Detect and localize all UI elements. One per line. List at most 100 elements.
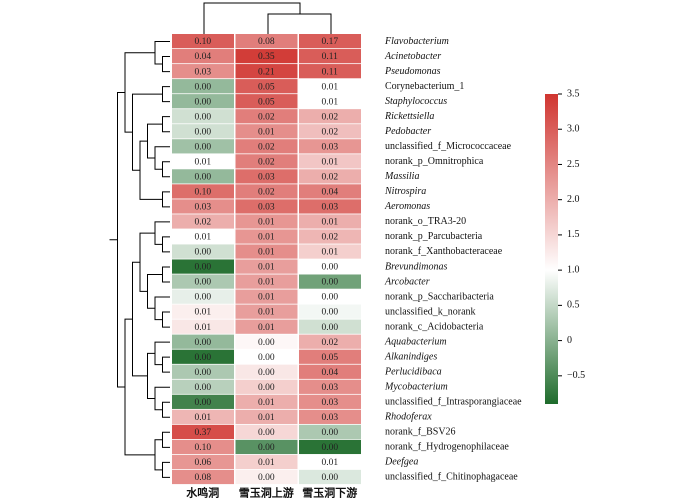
heat-cell: [172, 259, 234, 274]
heat-cell: [172, 169, 234, 184]
row-label: Staphylococcus: [385, 96, 447, 107]
cell-label: 0.01: [258, 278, 275, 288]
cell-label: 0.02: [258, 112, 275, 122]
cell-label: 0.01: [258, 248, 275, 258]
cell-label: 0.03: [194, 67, 211, 77]
heat-cell: [299, 199, 361, 214]
heat-cell: [172, 214, 234, 229]
heat-cell: [235, 469, 298, 485]
heat-cell: [235, 334, 298, 349]
heat-cell: [172, 424, 234, 440]
heat-cell: [235, 454, 298, 470]
heat-cell: [299, 439, 361, 455]
heat-cell: [299, 64, 361, 79]
cell-label: 0.00: [321, 278, 338, 288]
cell-label: 0.03: [258, 172, 275, 182]
cell-label: 0.03: [321, 142, 338, 152]
heat-cell: [172, 304, 234, 319]
cell-label: 0.02: [321, 127, 338, 137]
cell-label: 0.00: [321, 323, 338, 333]
heat-cell: [172, 79, 234, 94]
row-label: Mycobacterium: [384, 382, 448, 393]
cell-label: 0.01: [258, 398, 275, 408]
heat-cell: [235, 259, 298, 274]
cell-label: 0.17: [321, 37, 338, 47]
cell-label: 0.06: [194, 458, 211, 468]
colorbar-tick-label: 3.5: [567, 88, 580, 99]
cell-label: 0.11: [322, 52, 339, 62]
heat-cell: [172, 439, 234, 455]
heat-cell: [172, 334, 234, 349]
cell-label: 0.00: [194, 82, 211, 92]
row-label: Aquabacterium: [384, 336, 447, 347]
heat-cell: [299, 184, 361, 199]
heat-cell: [299, 109, 361, 124]
heat-cell: [299, 319, 361, 334]
row-label: norank_f_Hydrogenophilaceae: [385, 442, 509, 453]
heat-cell: [235, 64, 298, 79]
cell-label: 0.01: [321, 82, 338, 92]
cell-label: 0.01: [194, 413, 211, 423]
row-label: Nitrospira: [384, 186, 426, 197]
heat-cell: [172, 244, 234, 259]
cell-label: 0.37: [194, 428, 211, 438]
row-label: Flavobacterium: [384, 36, 449, 47]
cell-label: 0.01: [258, 413, 275, 423]
cell-label: 0.02: [258, 188, 275, 198]
heat-cell: [299, 379, 361, 394]
column-dendrogram: [203, 2, 332, 34]
heat-cell: [299, 139, 361, 154]
cell-label: 0.21: [258, 67, 275, 77]
row-label: Brevundimonas: [385, 261, 448, 272]
colorbar-tick-label: −0.5: [567, 370, 585, 381]
colorbar-tick-label: 2.5: [567, 159, 580, 170]
cell-label: 0.01: [258, 458, 275, 468]
cell-label: 0.01: [194, 157, 211, 167]
cell-label: 0.00: [194, 248, 211, 258]
heat-cell: [235, 199, 298, 214]
heat-cell: [235, 379, 298, 394]
heat-cell: [172, 394, 234, 409]
row-label: unclassified_f_Chitinophagaceae: [385, 472, 518, 483]
cell-label: 0.00: [194, 338, 211, 348]
cell-label: 0.00: [194, 127, 211, 137]
heat-cell: [299, 34, 361, 49]
row-label: Rickettsiella: [384, 111, 434, 122]
cell-label: 0.03: [258, 203, 275, 213]
heat-cell: [299, 304, 361, 319]
heat-cell: [172, 469, 234, 485]
cell-label: 0.01: [194, 233, 211, 243]
heat-cell: [235, 274, 298, 289]
row-label: unclassified_f_Intrasporangiaceae: [385, 397, 522, 408]
heat-cell: [172, 94, 234, 109]
cell-label: 0.00: [321, 293, 338, 303]
cell-label: 0.00: [194, 142, 211, 152]
cell-label: 0.00: [194, 278, 211, 288]
cell-label: 0.11: [322, 67, 339, 77]
heat-cell: [299, 229, 361, 244]
column-label: 水鸣洞: [186, 486, 219, 500]
cell-label: 0.00: [321, 428, 338, 438]
colorbar-tick-label: 0.5: [567, 300, 580, 311]
cell-label: 0.03: [321, 383, 338, 393]
cell-label: 0.00: [194, 263, 211, 273]
row-label: Pedobacter: [384, 126, 431, 137]
heat-cell: [172, 49, 234, 64]
heat-cell: [172, 349, 234, 364]
heat-cell: [235, 439, 298, 455]
cell-label: 0.00: [258, 383, 275, 393]
heat-cell: [172, 34, 234, 49]
cell-label: 0.01: [194, 323, 211, 333]
heat-cell: [299, 424, 361, 440]
cell-label: 0.10: [194, 37, 211, 47]
heat-cell: [235, 214, 298, 229]
cell-label: 0.00: [194, 398, 211, 408]
row-label: norank_o_TRA3-20: [385, 216, 466, 227]
row-label: unclassified_f_Micrococcaceae: [385, 141, 512, 152]
row-label: norank_f_Xanthobacteraceae: [385, 246, 503, 257]
cell-label: 0.01: [258, 293, 275, 303]
heat-cell: [172, 319, 234, 334]
cell-label: 0.03: [321, 203, 338, 213]
heat-cell: [172, 454, 234, 470]
cell-label: 0.00: [258, 428, 275, 438]
